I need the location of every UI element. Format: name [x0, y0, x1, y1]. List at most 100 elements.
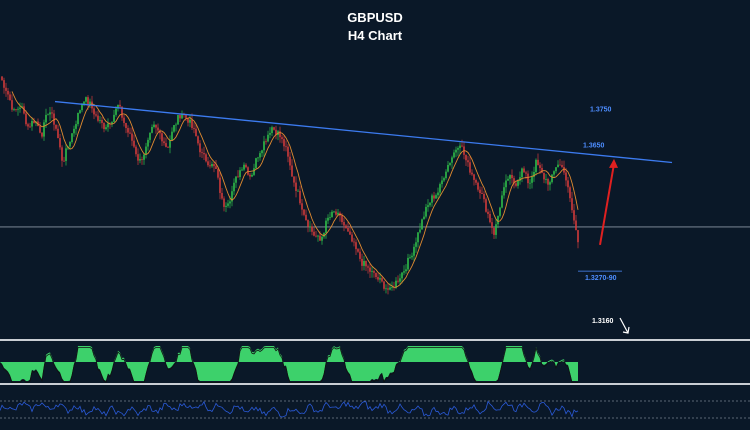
candle-body: [295, 182, 297, 191]
candle-body: [7, 90, 9, 95]
candle-body: [43, 122, 45, 137]
candle-body: [555, 167, 557, 172]
candle-body: [29, 126, 31, 128]
chart-subtitle: H4 Chart: [347, 28, 403, 43]
candle-body: [313, 231, 315, 236]
candle-body: [119, 104, 121, 107]
candle-body: [367, 266, 369, 268]
candle-body: [259, 153, 261, 158]
candle-body: [371, 270, 373, 272]
candle-body: [169, 140, 171, 148]
candle-body: [553, 171, 555, 175]
candle-body: [85, 97, 87, 102]
candle-body: [185, 114, 187, 118]
candle-body: [93, 108, 95, 115]
candle-body: [179, 115, 181, 119]
candle-body: [293, 176, 295, 183]
candle-body: [427, 205, 429, 207]
candle-body: [193, 128, 195, 129]
candle-body: [267, 134, 269, 142]
candle-body: [155, 124, 157, 128]
resistance-trendline: [54, 100, 673, 164]
candle-body: [63, 160, 65, 162]
candle-body: [281, 137, 283, 140]
candle-body: [203, 153, 205, 155]
candle-body: [417, 232, 419, 243]
candle-body: [261, 150, 263, 154]
candle-body: [565, 172, 567, 181]
chart-title: GBPUSD: [347, 10, 403, 25]
candle-body: [567, 180, 569, 188]
candle-body: [219, 177, 221, 193]
candle-body: [101, 120, 103, 123]
candle-body: [309, 226, 311, 228]
candle-body: [171, 131, 173, 141]
candle-body: [125, 122, 127, 129]
candle-body: [533, 171, 535, 177]
candle-body: [33, 121, 35, 124]
candle-body: [391, 287, 393, 288]
candle-body: [513, 178, 515, 184]
price-label: 1.3750: [590, 107, 612, 114]
candle-body: [381, 278, 383, 282]
candle-body: [561, 164, 563, 167]
candle-body: [523, 168, 525, 173]
candle-body: [237, 176, 239, 178]
candle-body: [471, 172, 473, 175]
candle-body: [167, 146, 169, 148]
candle-body: [485, 199, 487, 212]
price-label: 1.3270-90: [585, 275, 617, 282]
candle-body: [351, 234, 353, 242]
candle-body: [527, 173, 529, 184]
candle-body: [291, 165, 293, 177]
candle-body: [419, 229, 421, 233]
candle-body: [489, 213, 491, 223]
candle-body: [405, 269, 407, 272]
candle-body: [299, 190, 301, 204]
candle-body: [453, 152, 455, 158]
candle-body: [159, 130, 161, 134]
candle-body: [213, 164, 215, 167]
candle-body: [337, 212, 339, 215]
candle-body: [319, 235, 321, 241]
candle-body: [117, 104, 119, 109]
candle-body: [483, 193, 485, 200]
candle-body: [469, 162, 471, 173]
candle-body: [215, 166, 217, 169]
candle-body: [331, 211, 333, 218]
candle-body: [355, 242, 357, 250]
candle-body: [439, 184, 441, 193]
bullish-arrow: [599, 163, 615, 246]
candle-body: [547, 179, 549, 185]
candle-body: [343, 222, 345, 226]
candle-body: [115, 108, 117, 115]
candle-body: [103, 122, 105, 130]
candle-body: [345, 225, 347, 229]
candle-body: [123, 117, 125, 123]
candle-body: [465, 154, 467, 161]
candle-body: [111, 121, 113, 125]
candle-body: [189, 119, 191, 123]
candle-body: [571, 198, 573, 211]
candle-body: [15, 109, 17, 111]
candle-body: [253, 168, 255, 175]
candle-body: [515, 183, 517, 186]
candle-body: [443, 178, 445, 181]
candle-body: [577, 230, 579, 243]
candle-body: [191, 119, 193, 129]
candle-body: [569, 187, 571, 199]
candle-body: [27, 124, 29, 127]
candle-body: [495, 224, 497, 235]
candle-body: [369, 267, 371, 272]
candle-body: [275, 129, 277, 136]
price-label: 1.3650: [583, 143, 605, 150]
candle-body: [361, 258, 363, 266]
candle-body: [363, 260, 365, 266]
candle-body: [347, 228, 349, 232]
candle-body: [207, 161, 209, 166]
candle-body: [551, 174, 553, 183]
candle-body: [425, 206, 427, 217]
candle-body: [199, 143, 201, 153]
momentum-line: [0, 400, 579, 418]
